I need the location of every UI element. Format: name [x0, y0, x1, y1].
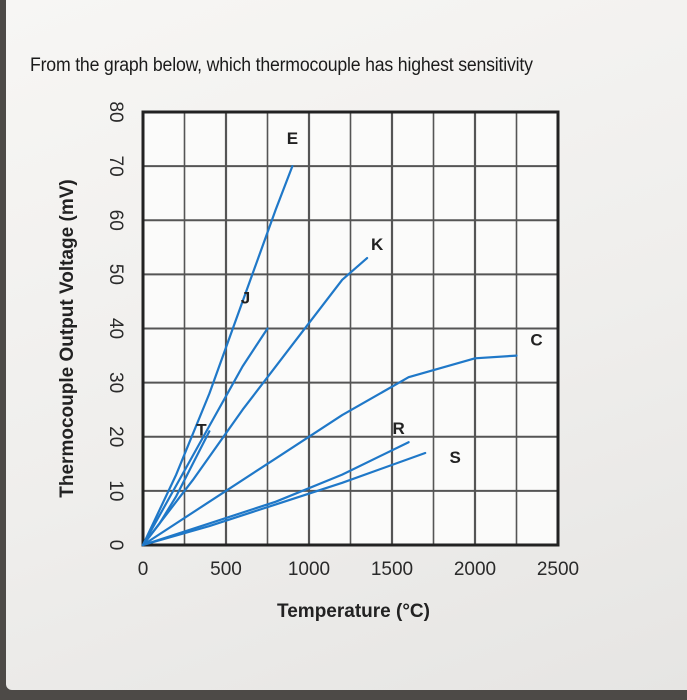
series-line-T — [141, 430, 211, 547]
y-tick-label: 80 — [105, 101, 126, 122]
y-tick-label: 0 — [105, 540, 126, 551]
series-line-S — [141, 451, 427, 547]
question-text: From the graph below, which thermocouple… — [30, 55, 533, 76]
x-tick-label: 2000 — [454, 559, 496, 580]
series-line-J — [141, 327, 269, 547]
x-tick-label: 1000 — [288, 559, 330, 580]
tick-labels: 0 500 1000 1500 2000 2500 0 10 20 30 40 50 60 70 80 — [105, 101, 579, 580]
x-tick-label: 2500 — [537, 559, 579, 580]
series-line-R — [141, 441, 410, 547]
y-tick-label: 30 — [105, 372, 126, 393]
y-axis-label: Thermocouple Output Voltage (mV) — [57, 179, 78, 497]
series-line-E — [141, 165, 294, 547]
y-tick-label: 20 — [105, 426, 126, 447]
series-label-J: J — [241, 289, 250, 308]
series-label-T: T — [196, 420, 207, 439]
series-label-R: R — [392, 419, 404, 438]
series-line-C — [141, 354, 518, 547]
x-tick-label: 1500 — [371, 559, 413, 580]
y-tick-label: 50 — [105, 264, 126, 285]
y-tick-label: 10 — [105, 480, 126, 501]
series-label-S: S — [450, 448, 461, 467]
y-tick-label: 60 — [105, 210, 126, 231]
x-axis-label: Temperature (°C) — [277, 601, 430, 622]
series-group: E J K T R S C — [141, 129, 543, 547]
y-tick-label: 70 — [105, 156, 126, 177]
series-line-K — [141, 257, 369, 547]
x-tick-label: 500 — [210, 559, 242, 580]
x-tick-label: 0 — [138, 559, 149, 580]
series-label-K: K — [371, 235, 384, 254]
y-tick-label: 40 — [105, 318, 126, 339]
series-label-C: C — [530, 331, 542, 350]
series-label-E: E — [287, 129, 298, 148]
plot-border — [141, 110, 560, 547]
